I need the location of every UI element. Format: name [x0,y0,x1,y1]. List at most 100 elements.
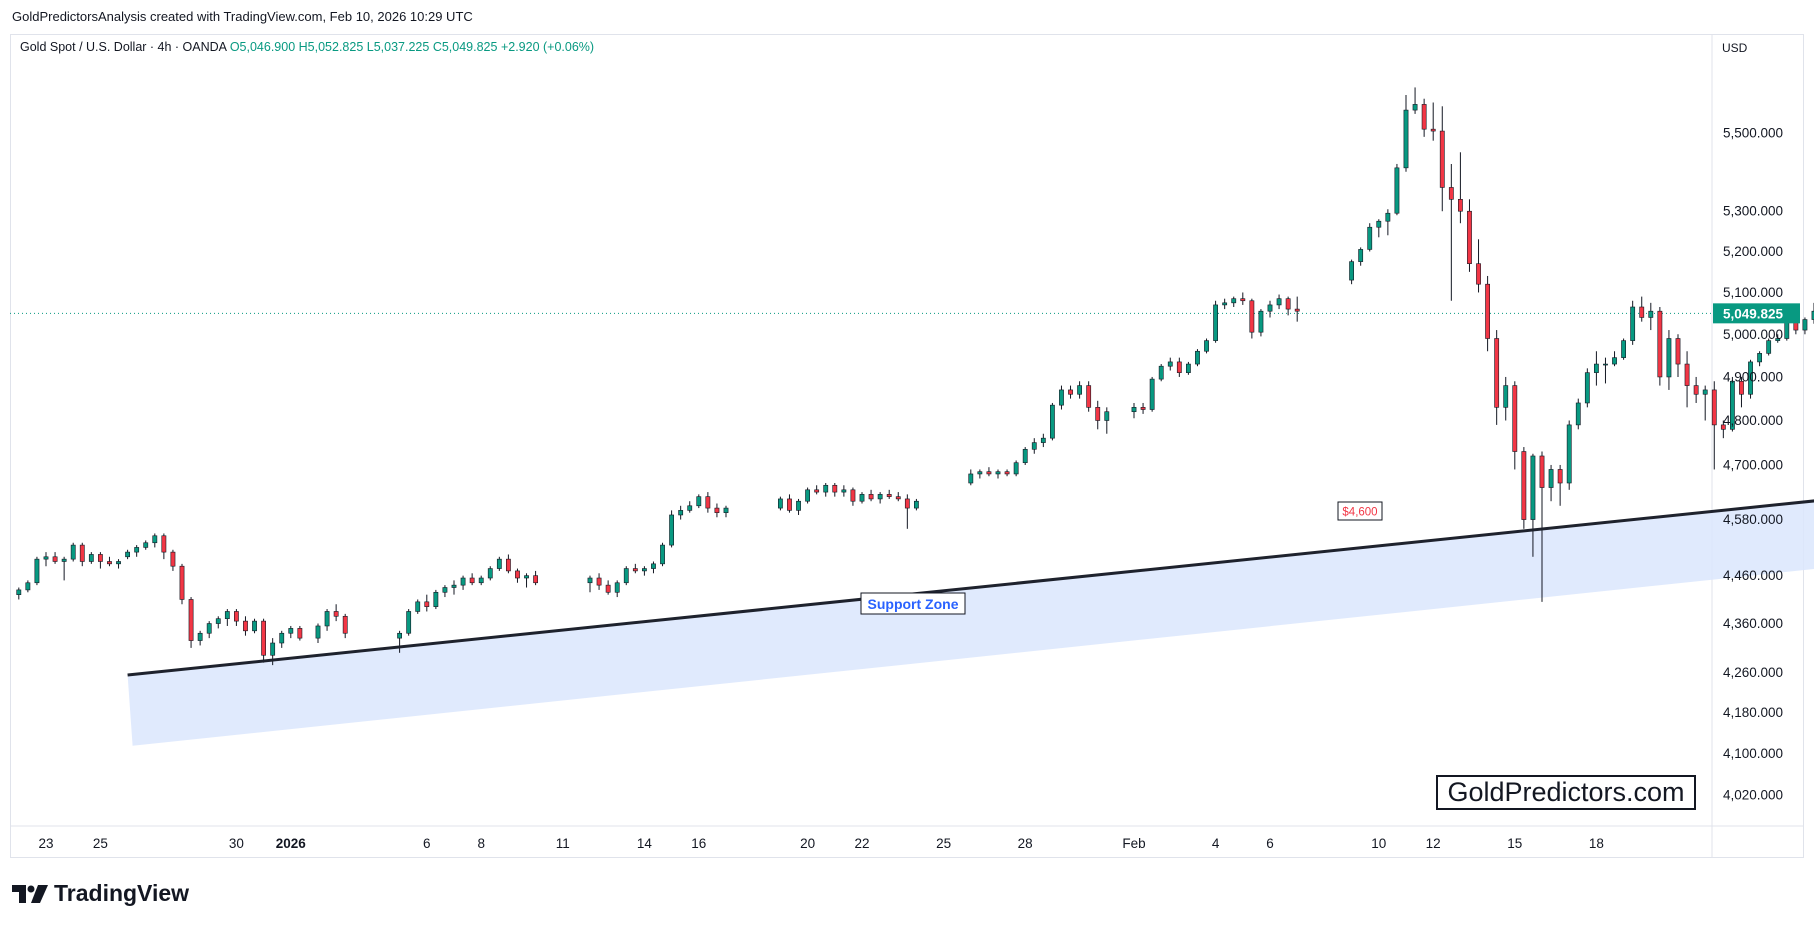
candle [1621,338,1626,360]
candle [1675,334,1681,377]
candle [1367,223,1373,252]
x-tick-label: 2026 [276,836,307,851]
candle-body [1458,199,1463,212]
x-tick-label: 4 [1212,836,1220,851]
candle [1267,300,1273,318]
y-tick-label: 5,300.000 [1723,204,1783,219]
candle [678,505,684,520]
x-tick-label: 16 [691,836,706,851]
candle-body [1167,361,1173,367]
candle-body [850,489,856,502]
candle-body [1249,300,1255,333]
y-tick-label: 4,180.000 [1723,705,1783,720]
candle-body [1421,104,1427,130]
candle-body [415,601,421,612]
candle-body [1059,389,1064,406]
support-zone-label-box [860,592,966,615]
candle-body [977,471,983,475]
chart-frame [10,34,1804,858]
candle-body [1068,389,1073,395]
candle-body [723,507,729,513]
candle-body [1358,249,1364,262]
candle [170,549,176,571]
candle [1639,296,1645,322]
candle-body [1403,109,1409,169]
candle [596,573,602,590]
tradingview-logo[interactable]: TradingView [12,880,189,907]
candle-body [197,632,203,641]
candle-body [1376,220,1382,228]
candle-body [832,484,838,493]
website-watermark: GoldPredictors.com [1436,775,1696,810]
candle [1430,102,1436,141]
candle-body [1467,210,1472,264]
candle [188,597,194,648]
candle-body [1594,363,1599,373]
y-tick-label: 4,020.000 [1723,788,1783,803]
candle-body [1757,353,1762,363]
candle [433,589,439,610]
candle-body [1657,310,1663,378]
candle [1802,317,1808,335]
candle [1666,330,1672,390]
candle [487,566,493,581]
candle [714,503,720,518]
candle [1050,402,1055,441]
candle-body [995,471,1001,475]
candle [261,618,266,663]
candle [1131,402,1137,419]
candle-body [333,611,339,617]
candle-body [451,584,457,588]
candle-body [34,558,40,584]
candle [98,552,103,569]
candle [1485,275,1490,352]
candle-body [25,582,31,591]
candle-body [324,611,330,627]
candle [1022,447,1028,465]
y-tick-label: 5,000.000 [1723,327,1783,342]
candle [587,575,593,593]
y-tick-label: 5,500.000 [1723,126,1783,141]
candle-body [61,558,67,562]
candle [841,485,847,497]
candle-body [224,611,230,619]
candle [1476,239,1481,293]
candle-body [660,544,665,565]
candle [152,533,158,548]
candle-body [696,496,702,507]
candle-body [587,577,593,584]
symbol-name[interactable]: Gold Spot / U.S. Dollar · 4h · OANDA [20,40,227,54]
candle [1748,359,1753,399]
candle-body [533,575,538,584]
candle-body [1775,338,1781,341]
candle-body [487,568,493,579]
candle-body [1430,128,1436,132]
candle [224,609,230,626]
candle [1720,420,1726,439]
candle-body [669,514,674,546]
candle-body [125,551,130,558]
candle-body [1004,471,1010,475]
currency-label[interactable]: USD [1722,41,1748,55]
candle-body [1013,462,1019,475]
candle-body [1766,340,1772,354]
candle [977,469,983,479]
candle-body [43,556,49,560]
candle [1421,98,1427,137]
candle-body [1693,385,1699,395]
candle-body [1077,385,1082,395]
candle-body [1548,469,1554,488]
candle-body [1739,380,1744,395]
candle [614,580,620,598]
candle-body [442,587,448,593]
x-tick-label: 22 [854,836,869,851]
candle [1195,349,1200,367]
candle-body [70,544,76,560]
candle [1739,376,1744,408]
candle [234,609,239,626]
candle-body [1748,361,1753,395]
candle [1095,400,1101,430]
candle [1031,438,1037,454]
candle [16,587,22,600]
